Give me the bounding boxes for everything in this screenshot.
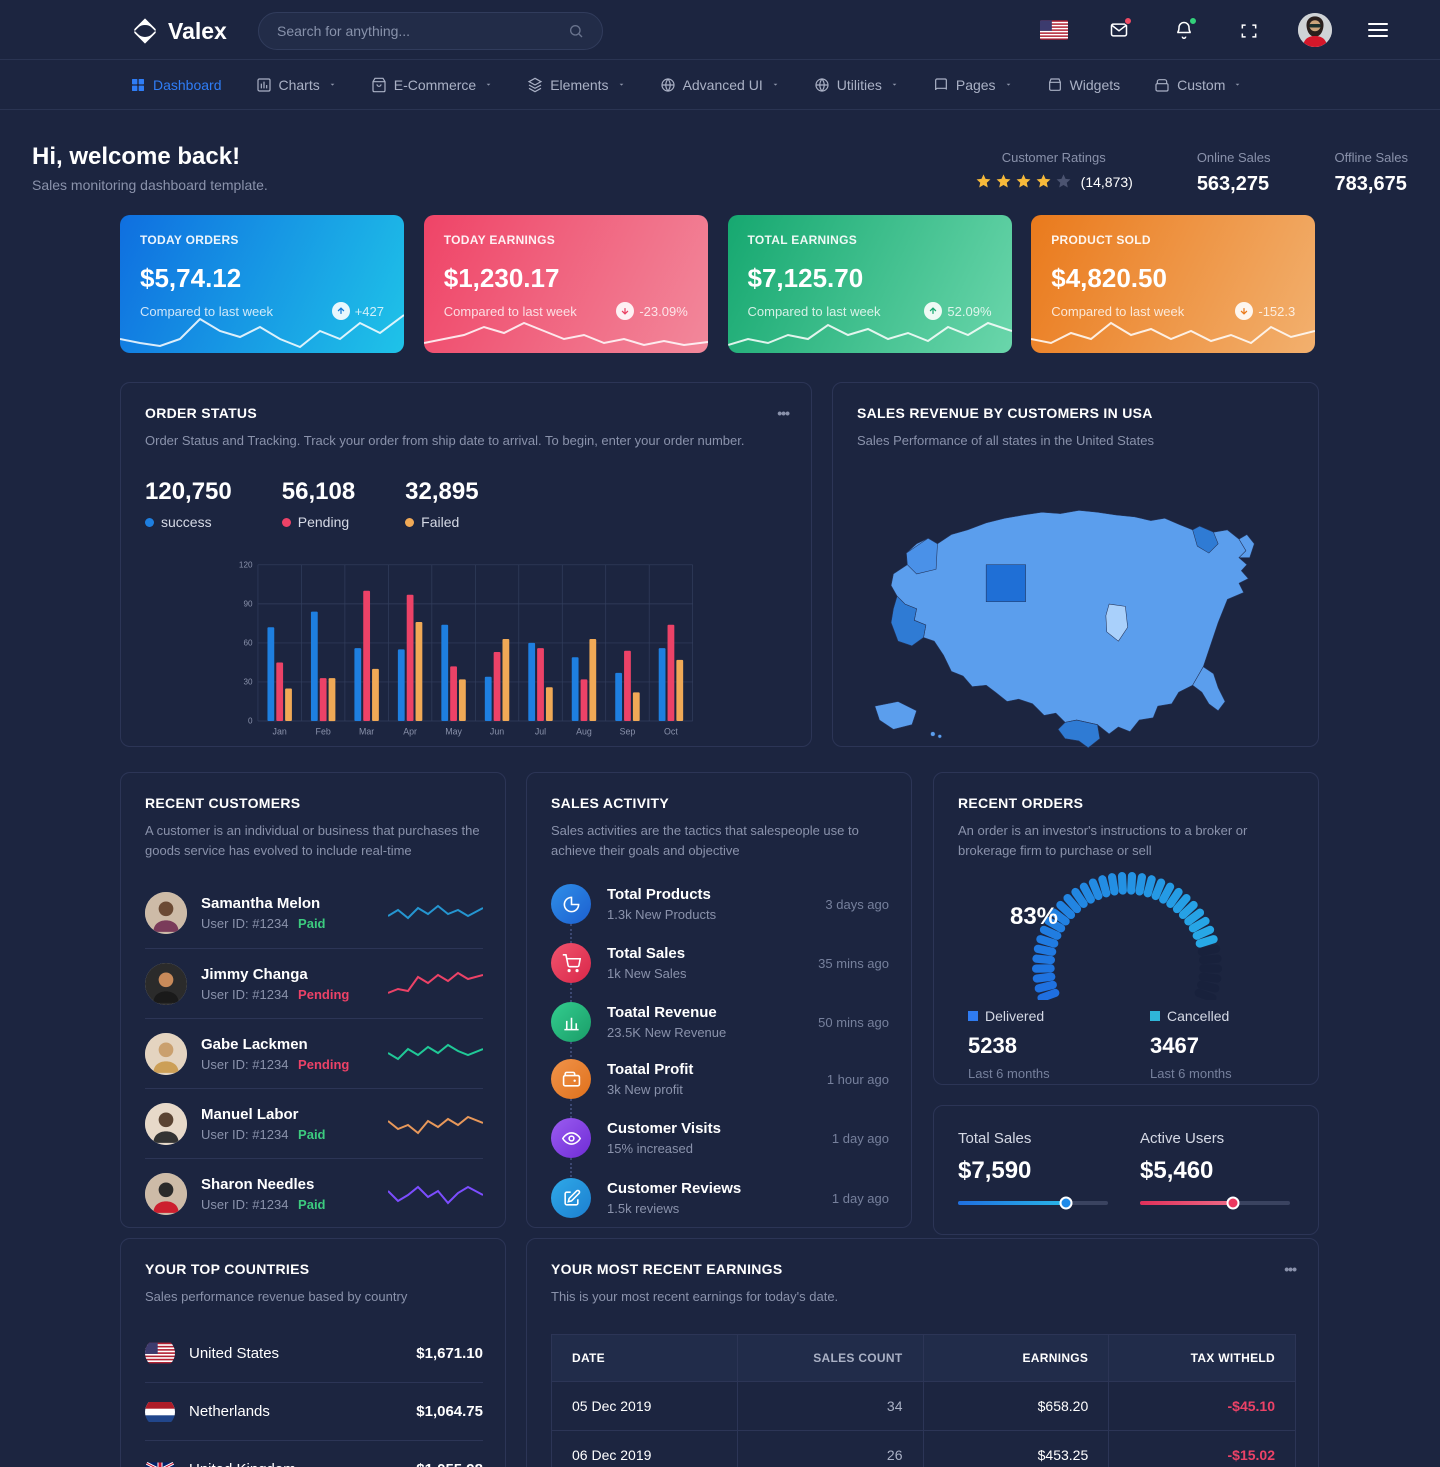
svg-text:120: 120 — [239, 561, 253, 570]
svg-text:Jul: Jul — [535, 727, 546, 737]
svg-text:Mar: Mar — [359, 727, 374, 737]
svg-text:0: 0 — [248, 717, 253, 726]
svg-text:Apr: Apr — [403, 727, 417, 737]
svg-text:90: 90 — [243, 600, 253, 609]
svg-text:Feb: Feb — [316, 727, 331, 737]
svg-text:Aug: Aug — [576, 727, 592, 737]
svg-text:Jan: Jan — [273, 727, 287, 737]
svg-text:30: 30 — [243, 678, 253, 687]
svg-text:May: May — [445, 727, 462, 737]
svg-text:Jun: Jun — [490, 727, 504, 737]
svg-text:Oct: Oct — [664, 727, 678, 737]
svg-text:60: 60 — [243, 639, 253, 648]
svg-text:Sep: Sep — [620, 727, 636, 737]
